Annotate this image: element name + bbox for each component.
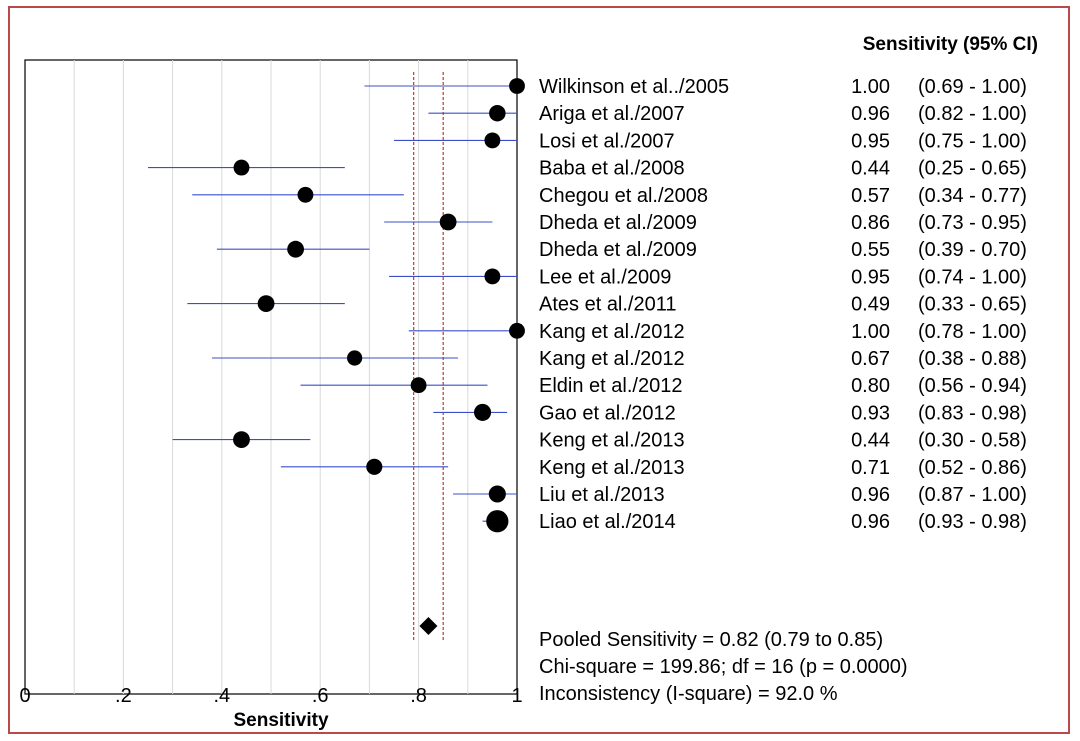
pooled-diamond-marker (419, 617, 438, 635)
study-point-marker (484, 132, 501, 149)
study-point-marker (410, 377, 427, 394)
x-tick-label: .8 (410, 685, 427, 707)
study-ci-text: (0.78 - 1.00) (918, 321, 1027, 343)
study-ci-text: (0.38 - 0.88) (918, 348, 1027, 370)
study-ci-text: (0.33 - 0.65) (918, 294, 1027, 316)
study-ci-text: (0.25 - 0.65) (918, 158, 1027, 180)
study-point-marker (233, 431, 250, 448)
study-sensitivity-value: 0.95 (851, 266, 890, 288)
study-point-marker (509, 78, 525, 94)
study-ci-text: (0.52 - 0.86) (918, 457, 1027, 479)
study-point-marker (486, 510, 509, 533)
study-sensitivity-value: 0.96 (851, 484, 890, 506)
study-name: Liu et al./2013 (539, 484, 665, 506)
study-ci-text: (0.82 - 1.00) (918, 103, 1027, 125)
summary-statistics: Pooled Sensitivity = 0.82 (0.79 to 0.85)… (539, 629, 908, 705)
study-sensitivity-value: 0.55 (851, 239, 890, 261)
study-ci-text: (0.30 - 0.58) (918, 430, 1027, 452)
x-axis-label: Sensitivity (233, 710, 328, 731)
study-sensitivity-value: 0.44 (851, 158, 890, 180)
x-tick-label: .6 (312, 685, 329, 707)
study-name: Losi et al./2007 (539, 130, 675, 152)
study-name: Eldin et al./2012 (539, 375, 682, 397)
x-tick-label: 1 (511, 685, 522, 707)
study-name: Gao et al./2012 (539, 402, 676, 424)
x-tick-label: .4 (213, 685, 230, 707)
study-ci-text: (0.75 - 1.00) (918, 130, 1027, 152)
summary-line: Pooled Sensitivity = 0.82 (0.79 to 0.85) (539, 629, 883, 651)
study-sensitivity-value: 0.95 (851, 130, 890, 152)
study-sensitivity-value: 0.44 (851, 430, 890, 452)
summary-line: Chi-square = 199.86; df = 16 (p = 0.0000… (539, 656, 908, 678)
study-name: Keng et al./2013 (539, 457, 685, 479)
study-ci-text: (0.83 - 0.98) (918, 402, 1027, 424)
study-ci-text: (0.69 - 1.00) (918, 76, 1027, 98)
study-ci-text: (0.74 - 1.00) (918, 266, 1027, 288)
summary-line: Inconsistency (I-square) = 92.0 % (539, 683, 838, 705)
study-point-marker (439, 213, 457, 231)
study-point-marker (488, 485, 506, 503)
study-sensitivity-value: 1.00 (851, 76, 890, 98)
study-name: Liao et al./2014 (539, 511, 676, 533)
study-sensitivity-value: 0.57 (851, 185, 890, 207)
study-sensitivity-value: 0.71 (851, 457, 890, 479)
study-name: Dheda et al./2009 (539, 212, 697, 234)
chart-title: Sensitivity (95% CI) (863, 34, 1038, 55)
x-tick-label: .2 (115, 685, 132, 707)
study-ci-text: (0.87 - 1.00) (918, 484, 1027, 506)
study-name: Kang et al./2012 (539, 348, 685, 370)
study-sensitivity-value: 1.00 (851, 321, 890, 343)
x-axis-ticks: 0 .2 .4 .6 .8 1 (19, 685, 522, 707)
study-name: Kang et al./2012 (539, 321, 685, 343)
study-name: Wilkinson et al../2005 (539, 76, 729, 98)
study-sensitivity-value: 0.49 (851, 294, 890, 316)
study-point-marker (474, 403, 492, 421)
study-point-marker (347, 350, 363, 366)
study-name: Ariga et al./2007 (539, 103, 685, 125)
forest-plot-figure: Sensitivity (95% CI) Wilkinson et al../2… (8, 6, 1070, 734)
study-point-marker (287, 240, 304, 258)
study-point-marker (484, 268, 501, 285)
study-sensitivity-value: 0.67 (851, 348, 890, 370)
study-sensitivity-value: 0.80 (851, 375, 890, 397)
study-ci-text: (0.56 - 0.94) (918, 375, 1027, 397)
forest-plot-svg: Sensitivity (95% CI) Wilkinson et al../2… (19, 34, 1038, 731)
study-ci-text: (0.73 - 0.95) (918, 212, 1027, 234)
study-name: Chegou et al./2008 (539, 185, 708, 207)
study-ci-text: (0.93 - 0.98) (918, 511, 1027, 533)
x-tick-label: 0 (19, 685, 30, 707)
study-labels: Wilkinson et al../2005 1.00 (0.69 - 1.00) A… (539, 76, 1027, 533)
study-sensitivity-value: 0.96 (851, 511, 890, 533)
study-sensitivity-value: 0.96 (851, 103, 890, 125)
study-point-marker (257, 295, 275, 312)
study-ci-text: (0.34 - 0.77) (918, 185, 1027, 207)
study-point-marker (366, 458, 383, 475)
study-point-marker (297, 186, 314, 203)
study-point-marker (489, 104, 506, 122)
grid-lines (73, 60, 469, 694)
study-name: Lee et al./2009 (539, 266, 671, 288)
study-ci-text: (0.39 - 0.70) (918, 239, 1027, 261)
study-name: Baba et al./2008 (539, 158, 685, 180)
study-sensitivity-value: 0.86 (851, 212, 890, 234)
study-point-marker (233, 159, 250, 176)
confidence-intervals (148, 85, 517, 522)
study-name: Keng et al./2013 (539, 430, 685, 452)
study-point-marker (509, 322, 525, 339)
study-sensitivity-value: 0.93 (851, 402, 890, 424)
study-markers (233, 78, 525, 635)
study-name: Ates et al./2011 (539, 294, 677, 316)
study-name: Dheda et al./2009 (539, 239, 697, 261)
